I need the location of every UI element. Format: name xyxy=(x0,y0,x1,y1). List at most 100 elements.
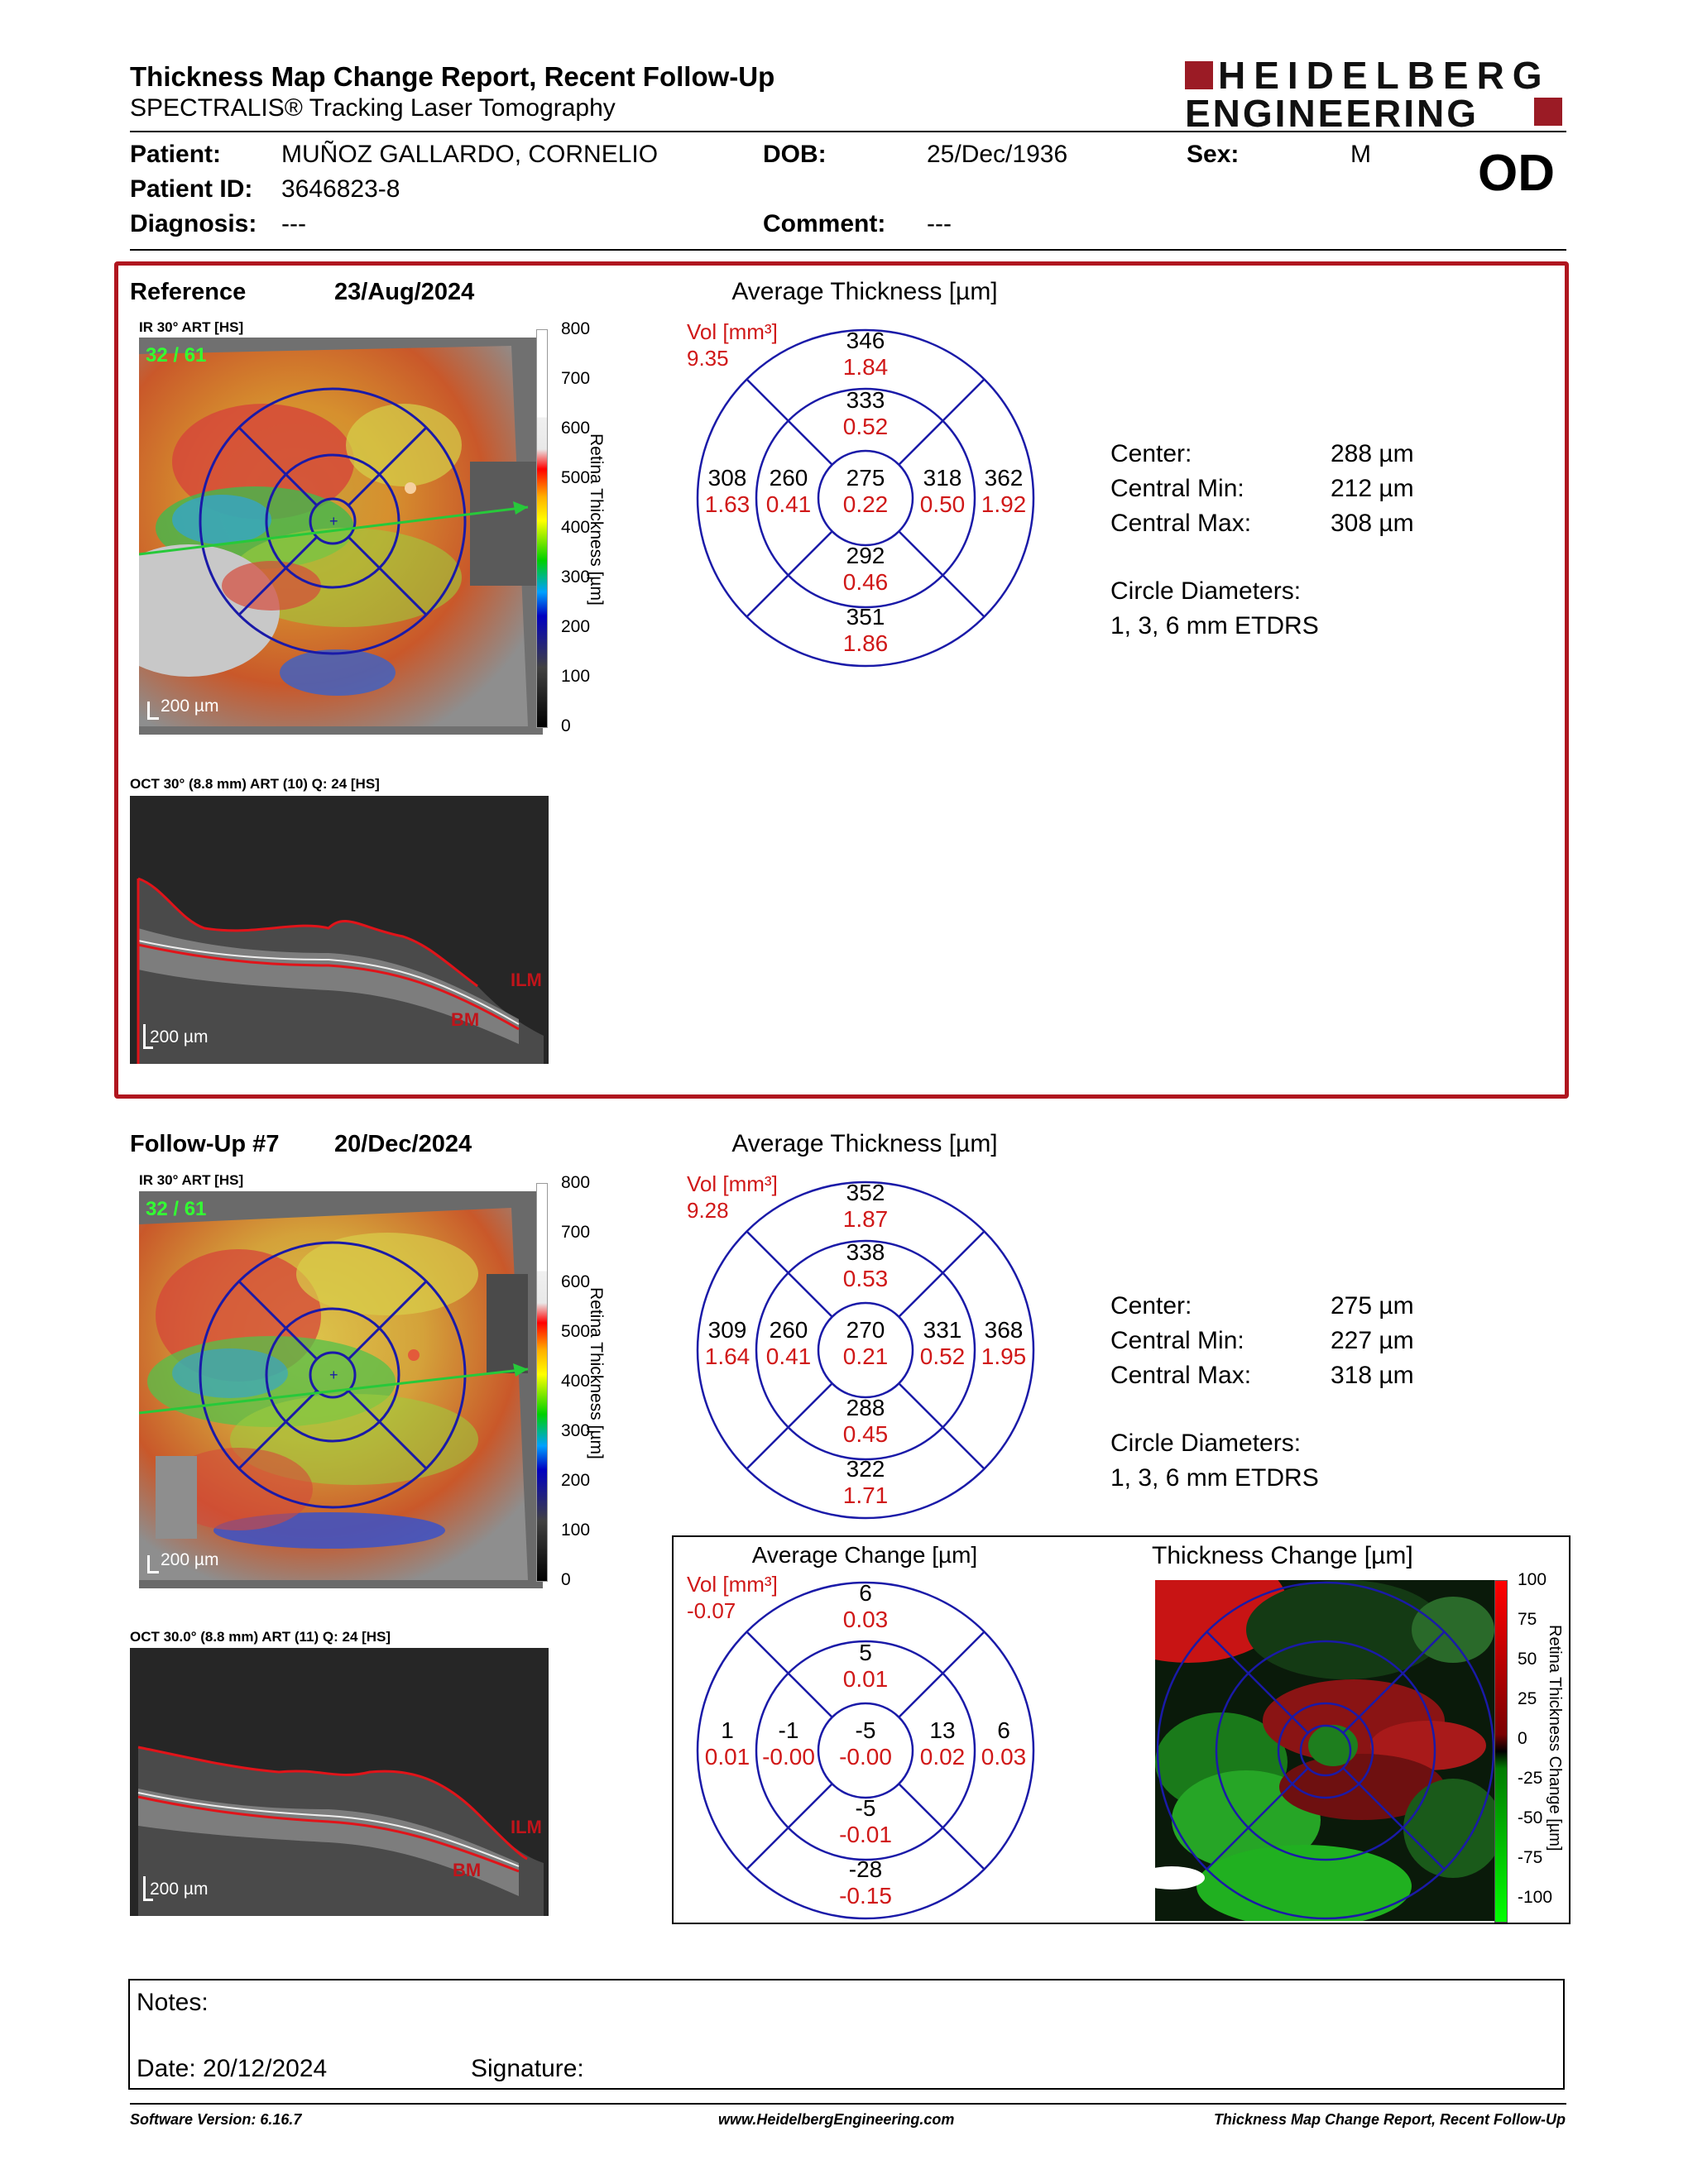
reference-label: Reference xyxy=(130,279,247,305)
ref-scale-tick-500: 500 xyxy=(561,468,591,487)
chg-tick-m75: -75 xyxy=(1518,1848,1543,1867)
chg-tick-50: 50 xyxy=(1518,1650,1537,1669)
sex-value: M xyxy=(1350,141,1371,168)
ref-outer-nas: 362 1.92 xyxy=(975,465,1033,518)
notes-box[interactable]: Notes: Date: 20/12/2024 Signature: xyxy=(128,1979,1565,2090)
ref-outer-temp: 308 1.63 xyxy=(698,465,756,518)
header-divider xyxy=(130,131,1566,132)
chg-center-value: -5 xyxy=(855,1717,876,1743)
fu-min-label: Central Min: xyxy=(1110,1327,1244,1354)
fu-outer-nas-value: 368 xyxy=(984,1317,1024,1343)
chg-tick-m25: -25 xyxy=(1518,1769,1543,1788)
fu-inner-temp-value: 260 xyxy=(769,1317,808,1343)
footer-website[interactable]: www.HeidelbergEngineering.com xyxy=(718,2111,955,2128)
ref-outer-sup-vol: 1.84 xyxy=(842,354,889,380)
fu-grid-svg xyxy=(696,1181,1035,1520)
followup-etdrs-grid: 352 1.87 338 0.53 270 0.21 288 0.45 322 1.71 … xyxy=(695,1180,1036,1521)
fu-inner-nas-vol: 0.52 xyxy=(919,1343,966,1369)
ref-center-value: 275 xyxy=(846,465,885,491)
ref-outer-inf-value: 351 xyxy=(846,604,885,630)
fu-scale-title: Retina Thickness [µm] xyxy=(587,1287,606,1459)
chg-outer-nas: 6 0.03 xyxy=(975,1717,1033,1770)
ref-scale-tick-400: 400 xyxy=(561,518,591,537)
chg-tick-0: 0 xyxy=(1518,1729,1527,1748)
chg-inner-inf-value: -5 xyxy=(855,1795,876,1821)
chg-outer-temp-vol: 0.01 xyxy=(704,1744,750,1770)
followup-thickness-map-image: + 32 / 61 200 µm xyxy=(139,1191,543,1588)
reference-etdrs-grid: 346 1.84 333 0.52 275 0.22 292 0.46 351 1.86 … xyxy=(695,328,1036,668)
ref-inner-sup-value: 333 xyxy=(846,387,885,413)
report-subtitle: SPECTRALIS® Tracking Laser Tomography xyxy=(130,94,616,122)
fu-center-value: 270 xyxy=(846,1317,885,1343)
fu-outer-temp-value: 309 xyxy=(707,1317,747,1343)
ref-scale-tick-100: 100 xyxy=(561,667,591,686)
chg-outer-temp: 1 0.01 xyxy=(698,1717,756,1770)
fu-oct-svg xyxy=(130,1648,549,1916)
fu-outer-inf-vol: 1.71 xyxy=(842,1482,889,1508)
footer-divider xyxy=(130,2103,1566,2105)
ref-scale-tick-600: 600 xyxy=(561,419,591,438)
ref-scale-tick-800: 800 xyxy=(561,319,591,338)
ref-grid-svg xyxy=(696,328,1035,668)
fu-grid-title: Average Thickness [µm] xyxy=(731,1130,998,1157)
ref-inner-nas-value: 318 xyxy=(923,465,962,491)
ref-color-scale xyxy=(536,329,548,728)
logo-line2: ENGINEERING xyxy=(1185,92,1479,135)
chg-outer-sup-vol: 0.03 xyxy=(842,1607,889,1632)
fu-center: 270 0.21 xyxy=(824,1317,907,1370)
chg-inner-sup-vol: 0.01 xyxy=(842,1666,889,1692)
fu-inner-sup: 338 0.53 xyxy=(824,1239,907,1292)
chg-inner-nas-vol: 0.02 xyxy=(919,1744,966,1770)
ref-inner-nas: 318 0.50 xyxy=(914,465,971,518)
fu-center-vol: 0.21 xyxy=(842,1343,889,1369)
fu-outer-sup-value: 352 xyxy=(846,1180,885,1205)
ref-oct-ilm-label: ILM xyxy=(511,970,542,990)
ref-inner-inf-value: 292 xyxy=(846,543,885,568)
chg-tick-m100: -100 xyxy=(1518,1888,1553,1907)
chg-inner-nas: 13 0.02 xyxy=(914,1717,971,1770)
chg-outer-inf: -28 -0.15 xyxy=(824,1856,907,1909)
fu-min-stat: 227 µm xyxy=(1331,1327,1414,1354)
ref-map-svg: + xyxy=(139,338,543,735)
fu-scale-tick-600: 600 xyxy=(561,1272,591,1291)
change-map-svg xyxy=(1155,1580,1496,1921)
ref-inner-inf: 292 0.46 xyxy=(824,543,907,596)
fu-outer-temp-vol: 1.64 xyxy=(704,1343,750,1369)
chg-outer-nas-vol: 0.03 xyxy=(981,1744,1027,1770)
chg-tick-75: 75 xyxy=(1518,1610,1537,1629)
fu-outer-temp: 309 1.64 xyxy=(698,1317,756,1370)
chg-outer-inf-value: -28 xyxy=(848,1856,883,1882)
fu-diam-label: Circle Diameters: xyxy=(1110,1430,1302,1457)
fu-outer-sup-vol: 1.87 xyxy=(842,1206,889,1232)
ref-outer-inf-vol: 1.86 xyxy=(842,630,889,656)
fu-inner-nas-value: 331 xyxy=(923,1317,962,1343)
change-color-scale xyxy=(1494,1580,1508,1923)
reference-date: 23/Aug/2024 xyxy=(334,279,475,305)
ref-grid-title: Average Thickness [µm] xyxy=(731,278,998,305)
ref-outer-sup-value: 346 xyxy=(846,328,885,353)
fu-scale-tick-500: 500 xyxy=(561,1322,591,1341)
fu-diam-value: 1, 3, 6 mm ETDRS xyxy=(1110,1464,1319,1492)
fu-oct-scalebar: 200 µm xyxy=(150,1880,209,1899)
fu-ir-scalebar: 200 µm xyxy=(161,1550,219,1569)
eye-indicator: OD xyxy=(1478,145,1555,202)
change-grid-title: Average Change [µm] xyxy=(751,1542,978,1568)
fu-center-label: Center: xyxy=(1110,1292,1192,1320)
sex-label: Sex: xyxy=(1187,141,1240,168)
fu-outer-nas: 368 1.95 xyxy=(975,1317,1033,1370)
followup-oct-bscan-image: ILM BM 200 µm xyxy=(130,1648,549,1916)
fu-inner-sup-value: 338 xyxy=(846,1239,885,1265)
ref-vol-label: Vol [mm³] xyxy=(687,319,778,344)
change-vol-value: -0.07 xyxy=(687,1598,736,1623)
notes-label: Notes: xyxy=(137,1989,209,2016)
ref-outer-sup: 346 1.84 xyxy=(824,328,907,381)
ref-scale-title: Retina Thickness [µm] xyxy=(587,433,606,606)
heidelberg-logo: HEIDELBERG ENGINEERING xyxy=(1185,54,1567,135)
fu-vol-label: Vol [mm³] xyxy=(687,1171,778,1196)
chg-outer-nas-value: 6 xyxy=(997,1717,1010,1743)
fu-oct-bm-label: BM xyxy=(453,1860,482,1880)
chg-inner-nas-value: 13 xyxy=(929,1717,956,1743)
ref-inner-sup-vol: 0.52 xyxy=(842,414,889,439)
fu-ir-label: IR 30° ART [HS] xyxy=(139,1172,244,1188)
ref-inner-sup: 333 0.52 xyxy=(824,387,907,440)
